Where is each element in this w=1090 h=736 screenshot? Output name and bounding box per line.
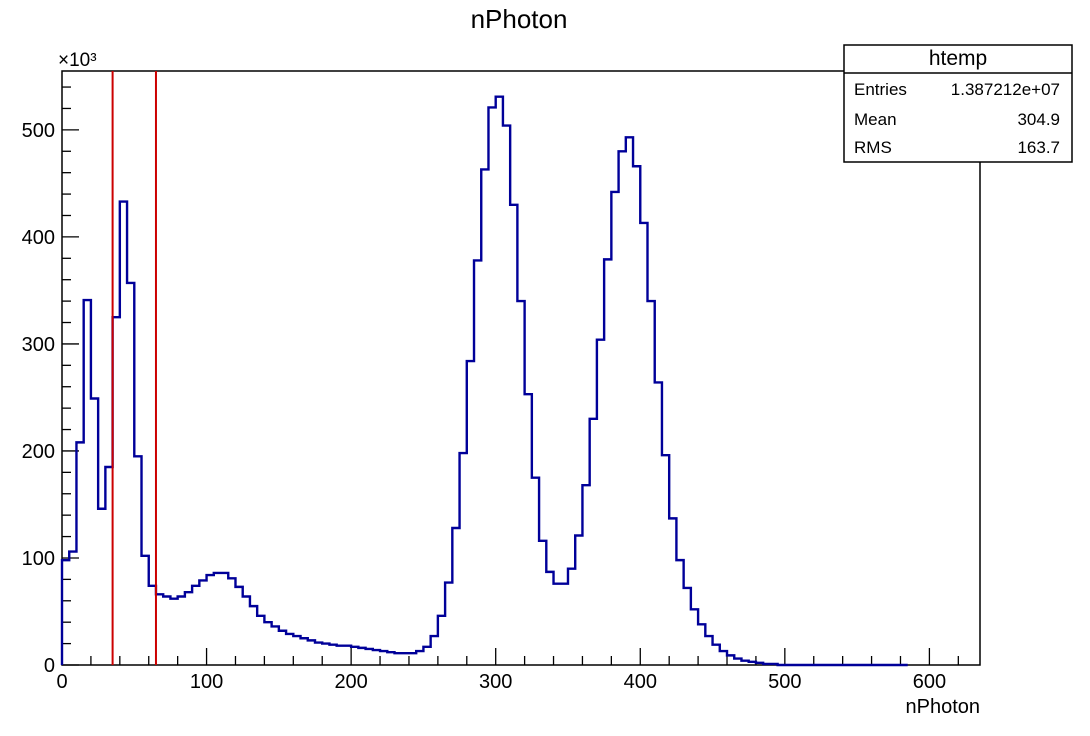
y-tick-label: 0 (44, 655, 55, 677)
stats-mean-value: 304.9 (1017, 110, 1060, 129)
x-axis: 0 100 200 300 400 500 600 (56, 648, 959, 693)
y-axis: 0 100 200 300 400 500 (22, 86, 79, 677)
y-tick-label: 100 (22, 548, 55, 570)
x-tick-label: 300 (479, 671, 512, 693)
y-tick-label: 400 (22, 227, 55, 249)
x-tick-label: 400 (624, 671, 657, 693)
cut-lines (111, 71, 157, 665)
x-tick-label: 600 (913, 671, 946, 693)
y-tick-label: 200 (22, 441, 55, 463)
histogram-series (60, 95, 908, 667)
x-axis-label: nPhoton (905, 696, 980, 718)
stats-entries-value: 1.387212e+07 (951, 80, 1060, 99)
y-tick-label: 300 (22, 334, 55, 356)
stats-rms-label: RMS (854, 138, 892, 157)
stats-rms-value: 163.7 (1017, 138, 1060, 157)
stats-title: htemp (929, 47, 987, 70)
chart-title: nPhoton (471, 4, 568, 34)
x-tick-label: 100 (190, 671, 223, 693)
x-tick-label: 0 (56, 671, 67, 693)
stats-entries-label: Entries (854, 80, 907, 99)
x-tick-label: 200 (334, 671, 367, 693)
y-multiplier-label: ×10³ (58, 50, 97, 71)
stats-box: htemp Entries 1.387212e+07 Mean 304.9 RM… (843, 44, 1073, 163)
x-tick-label: 500 (768, 671, 801, 693)
y-tick-label: 500 (22, 120, 55, 142)
stats-mean-label: Mean (854, 110, 897, 129)
plot-frame (61, 70, 981, 666)
